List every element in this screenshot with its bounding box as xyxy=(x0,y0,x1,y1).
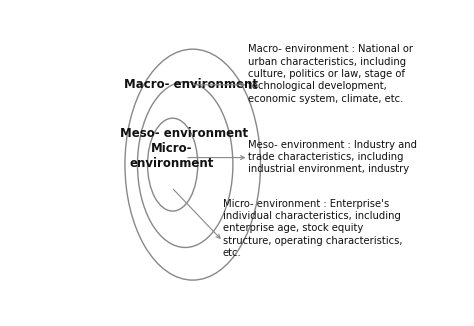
Text: Micro-
environment: Micro- environment xyxy=(129,142,214,170)
Text: Macro- environment : National or
urban characteristics, including
culture, polit: Macro- environment : National or urban c… xyxy=(248,44,413,104)
Text: Meso- environment: Meso- environment xyxy=(120,127,248,140)
Text: Micro- environment : Enterprise's
individual characteristics, including
enterpri: Micro- environment : Enterprise's indivi… xyxy=(223,199,402,258)
Text: Meso- environment : Industry and
trade characteristics, including
industrial env: Meso- environment : Industry and trade c… xyxy=(248,140,417,174)
Text: Macro- environment: Macro- environment xyxy=(125,78,258,91)
